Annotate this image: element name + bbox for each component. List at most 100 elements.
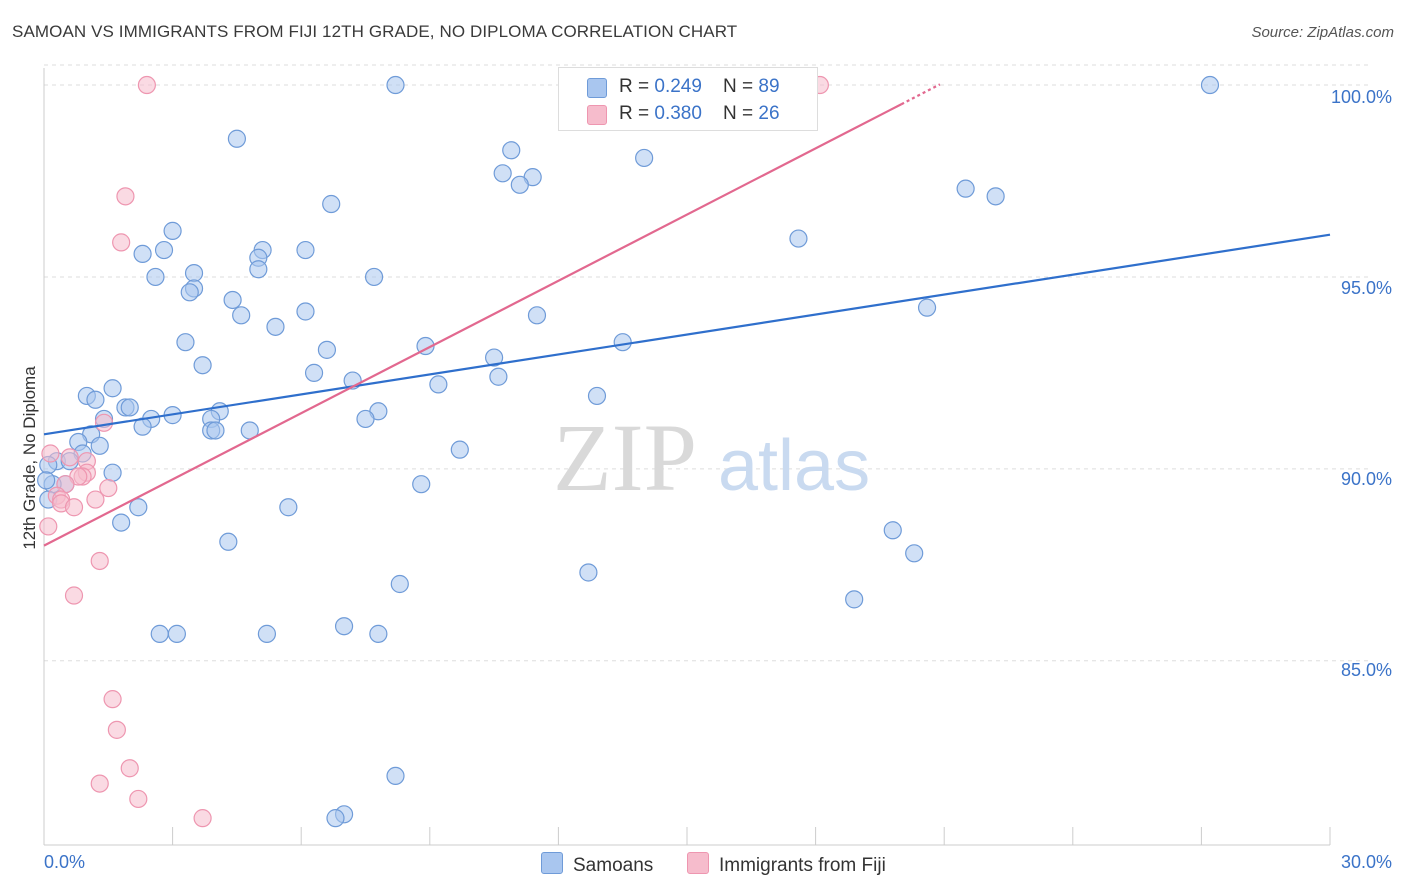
bottom-legend-label-samoans: Samoans bbox=[573, 855, 654, 876]
fiji-point bbox=[103, 690, 122, 709]
chart-title: SAMOAN VS IMMIGRANTS FROM FIJI 12TH GRAD… bbox=[12, 22, 738, 41]
fiji-point bbox=[99, 478, 118, 498]
samoans-point bbox=[956, 179, 975, 198]
bottom-legend-label-fiji: Immigrants from Fiji bbox=[719, 855, 886, 876]
samoans-point bbox=[90, 436, 109, 455]
fiji-point bbox=[86, 490, 105, 509]
samoans-point bbox=[304, 363, 324, 382]
legend-swatch-samoans bbox=[587, 78, 607, 98]
samoans-point bbox=[37, 471, 56, 490]
gridlines bbox=[44, 64, 1370, 662]
samoans-trend-line bbox=[43, 233, 1331, 436]
fiji-trend-extension bbox=[900, 83, 941, 106]
legend-r-value: 0.249 bbox=[654, 76, 702, 97]
samoans-point bbox=[635, 148, 654, 168]
samoans-point bbox=[180, 283, 199, 302]
samoans-point bbox=[845, 590, 864, 609]
samoans-point bbox=[219, 532, 238, 551]
watermark: ZIP atlas bbox=[553, 404, 870, 511]
legend-swatch-fiji bbox=[587, 105, 607, 125]
fiji-trend-line bbox=[43, 103, 902, 547]
samoans-point bbox=[450, 440, 469, 459]
samoans-point bbox=[154, 240, 174, 260]
fiji-point bbox=[120, 759, 139, 778]
samoans-point bbox=[485, 348, 504, 367]
samoans-point bbox=[334, 617, 354, 636]
legend: R = 0.249 N = 89 R = 0.380 N = 26 bbox=[558, 67, 818, 131]
samoans-point bbox=[120, 398, 139, 417]
samoans-point bbox=[905, 544, 924, 563]
legend-r-value: 0.380 bbox=[654, 103, 702, 124]
samoans-point bbox=[167, 624, 186, 643]
samoans-point bbox=[364, 267, 384, 287]
samoans-point bbox=[883, 521, 902, 540]
samoans-point bbox=[489, 367, 508, 386]
samoans-point bbox=[232, 306, 251, 325]
samoans-point bbox=[390, 574, 409, 594]
fiji-point bbox=[64, 586, 84, 605]
samoans-point bbox=[986, 187, 1005, 206]
y-tick-100: 100.0% bbox=[1330, 87, 1392, 107]
samoans-point bbox=[579, 563, 598, 582]
watermark-zip: ZIP bbox=[553, 404, 697, 511]
samoans-point bbox=[429, 375, 448, 394]
fiji-point bbox=[137, 75, 156, 95]
watermark-atlas: atlas bbox=[718, 426, 870, 506]
samoans-point bbox=[257, 624, 277, 643]
samoans-point bbox=[789, 229, 808, 248]
fiji-point bbox=[64, 498, 84, 517]
x-tick-max: 30.0% bbox=[1340, 852, 1392, 872]
legend-r-label: R = bbox=[619, 76, 655, 97]
fiji-point bbox=[90, 551, 109, 571]
samoans-point bbox=[317, 340, 337, 359]
samoans-point bbox=[266, 317, 285, 336]
samoans-point bbox=[386, 75, 405, 95]
samoans-point bbox=[386, 766, 405, 786]
samoans-point bbox=[146, 267, 165, 287]
samoans-point bbox=[133, 244, 152, 264]
samoans-point bbox=[613, 333, 632, 352]
samoans-point bbox=[249, 260, 268, 279]
samoans-point bbox=[917, 298, 937, 317]
samoans-point bbox=[296, 240, 315, 260]
bottom-legend-swatch-samoans bbox=[541, 852, 563, 874]
fiji-point bbox=[193, 809, 212, 828]
samoans-point bbox=[587, 386, 607, 406]
samoans-point bbox=[510, 175, 529, 194]
samoans-point bbox=[1200, 75, 1220, 95]
fiji-point bbox=[60, 448, 79, 467]
samoans-point bbox=[356, 409, 375, 429]
data-points bbox=[37, 75, 1220, 828]
samoans-point bbox=[502, 141, 521, 160]
samoans-point bbox=[184, 264, 204, 283]
y-tick-95: 95.0% bbox=[1340, 278, 1392, 298]
legend-n-label: N = bbox=[723, 103, 759, 124]
samoans-point bbox=[86, 390, 105, 409]
samoans-point bbox=[129, 498, 148, 517]
samoans-point bbox=[103, 463, 122, 482]
samoans-point bbox=[279, 498, 298, 517]
samoans-point bbox=[326, 809, 345, 828]
legend-n-value: 89 bbox=[758, 76, 780, 97]
samoans-point bbox=[296, 302, 315, 321]
samoans-point bbox=[223, 290, 242, 310]
y-axis-label: 12th Grade, No Diploma bbox=[20, 366, 39, 550]
chart-source: Source: ZipAtlas.com bbox=[1251, 24, 1394, 41]
samoans-point bbox=[322, 194, 341, 214]
legend-r-label: R = bbox=[619, 103, 655, 124]
samoans-point bbox=[493, 164, 512, 183]
legend-n-label: N = bbox=[723, 76, 759, 97]
fiji-point bbox=[112, 233, 131, 252]
bottom-legend-swatch-fiji bbox=[687, 852, 709, 874]
fiji-point bbox=[116, 187, 135, 206]
samoans-point bbox=[206, 421, 225, 440]
samoans-point bbox=[193, 356, 212, 375]
y-tick-90: 90.0% bbox=[1340, 469, 1392, 489]
samoans-point bbox=[369, 624, 388, 643]
x-tick-min: 0.0% bbox=[44, 852, 86, 872]
samoans-point bbox=[163, 221, 182, 240]
fiji-point bbox=[39, 517, 58, 536]
bottom-legend-samoans: Samoans bbox=[541, 852, 653, 877]
fiji-point bbox=[90, 774, 109, 793]
